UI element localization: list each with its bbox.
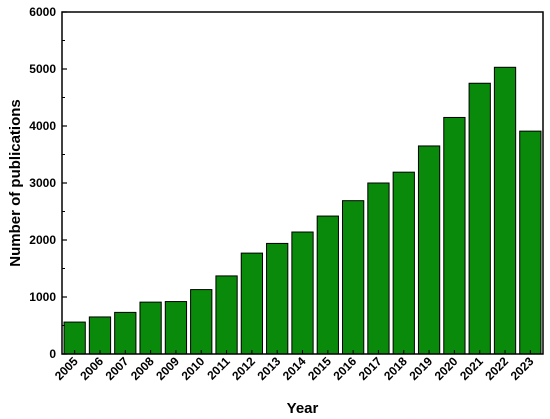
bar-2014 — [291, 231, 314, 355]
x-tick-label-2009: 2009 — [153, 354, 182, 383]
x-tick-label-2006: 2006 — [77, 354, 106, 383]
x-tick-label-2023: 2023 — [508, 354, 537, 383]
bar-2022 — [493, 66, 517, 355]
bar-2009 — [164, 301, 188, 355]
x-tick-label-2015: 2015 — [305, 354, 334, 383]
bar-2012 — [240, 252, 264, 355]
x-tick-label-2018: 2018 — [381, 354, 410, 383]
x-tick-label-2007: 2007 — [103, 354, 132, 383]
x-tick-label-2005: 2005 — [52, 354, 81, 383]
bar-2006 — [88, 316, 112, 355]
bar-2007 — [114, 311, 137, 355]
x-tick-label-2016: 2016 — [330, 354, 359, 383]
y-tick-label: 2000 — [29, 233, 56, 247]
x-tick-label-2010: 2010 — [179, 354, 208, 383]
x-tick-label-2021: 2021 — [457, 354, 486, 383]
bar-2005 — [63, 321, 86, 355]
y-tick-label: 3000 — [29, 176, 56, 190]
bar-2013 — [266, 242, 289, 355]
x-tick-label-2019: 2019 — [406, 354, 435, 383]
x-tick-label-2022: 2022 — [482, 354, 511, 383]
bar-2017 — [367, 182, 390, 355]
y-tick-label: 1000 — [29, 290, 56, 304]
x-tick-label-2020: 2020 — [432, 354, 461, 383]
bar-2020 — [443, 116, 466, 355]
bar-2010 — [190, 289, 213, 355]
plot-area: 0100020003000400050006000200520062007200… — [29, 5, 544, 383]
bar-2015 — [316, 215, 339, 355]
y-tick-label: 4000 — [29, 119, 56, 133]
x-tick-label-2012: 2012 — [229, 354, 258, 383]
bar-2016 — [342, 200, 365, 355]
x-tick-label-2013: 2013 — [255, 354, 284, 383]
x-axis-title: Year — [287, 400, 319, 417]
x-tick-label-2017: 2017 — [356, 354, 385, 383]
x-tick-label-2011: 2011 — [204, 354, 233, 383]
y-tick-label: 6000 — [29, 5, 56, 19]
y-tick-label: 5000 — [29, 62, 56, 76]
bar-2011 — [215, 275, 238, 355]
bar-2021 — [468, 82, 491, 355]
x-tick-label-2008: 2008 — [128, 354, 157, 383]
x-tick-label-2014: 2014 — [280, 354, 309, 383]
bar-2018 — [392, 171, 415, 355]
bar-2008 — [139, 301, 162, 355]
y-tick-label: 0 — [49, 347, 56, 361]
y-axis-title: Number of publications — [7, 99, 24, 267]
bar-2023 — [519, 130, 542, 355]
bar-2019 — [417, 145, 441, 355]
